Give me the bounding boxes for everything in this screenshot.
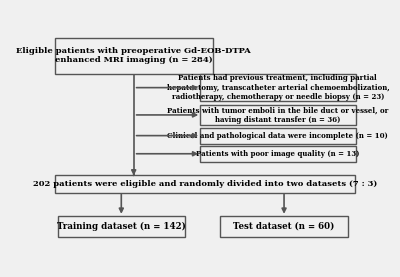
FancyBboxPatch shape — [55, 37, 213, 74]
Text: 202 patients were eligible and randomly divided into two datasets (7 : 3): 202 patients were eligible and randomly … — [33, 179, 377, 188]
Text: Training dataset (n = 142): Training dataset (n = 142) — [57, 222, 186, 231]
Text: Clinical and pathological data were incomplete (n = 10): Clinical and pathological data were inco… — [168, 132, 388, 140]
FancyBboxPatch shape — [55, 175, 355, 193]
FancyBboxPatch shape — [58, 216, 185, 237]
Text: Patients with poor image quality (n = 13): Patients with poor image quality (n = 13… — [196, 150, 360, 158]
FancyBboxPatch shape — [200, 146, 356, 162]
Text: Patients with tumor emboli in the bile duct or vessel, or
having distant transfe: Patients with tumor emboli in the bile d… — [167, 106, 388, 124]
FancyBboxPatch shape — [200, 74, 356, 101]
FancyBboxPatch shape — [220, 216, 348, 237]
FancyBboxPatch shape — [200, 105, 356, 125]
Text: Test dataset (n = 60): Test dataset (n = 60) — [233, 222, 335, 231]
FancyBboxPatch shape — [200, 128, 356, 143]
Text: Patients had previous treatment, including partial
hepatectomy, transcatheter ar: Patients had previous treatment, includi… — [166, 75, 389, 101]
Text: Eligible patients with preoperative Gd-EOB-DTPA
enhanced MRI imaging (n = 284): Eligible patients with preoperative Gd-E… — [16, 47, 251, 64]
